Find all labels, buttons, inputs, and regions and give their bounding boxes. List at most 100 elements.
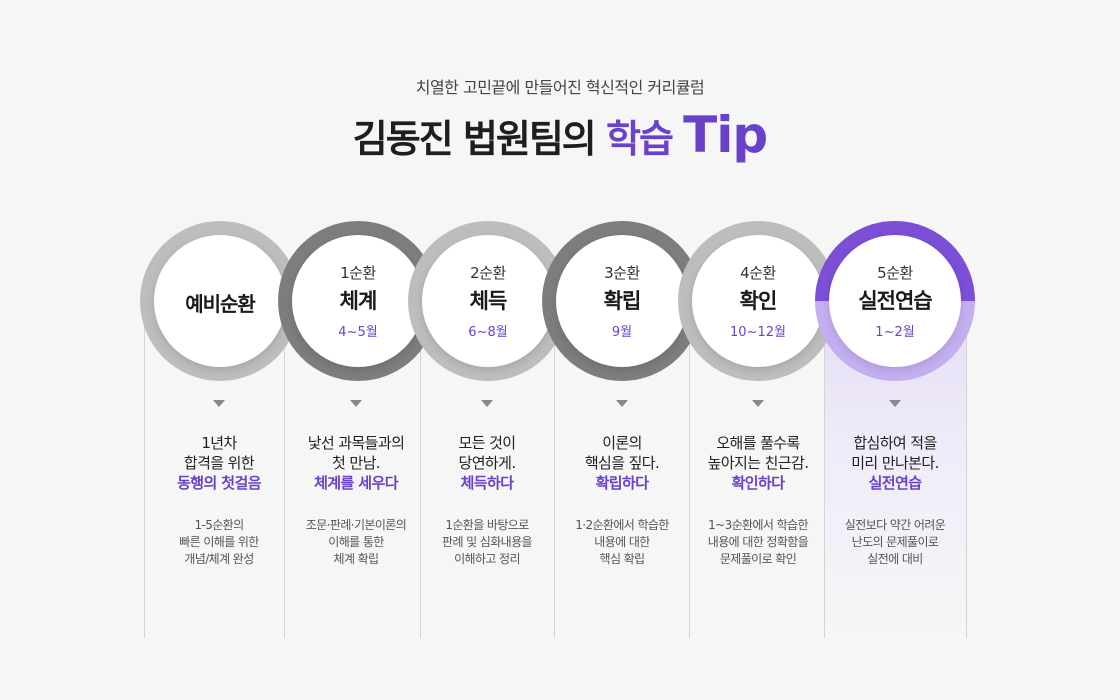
description-line: 판례 및 심화내용을 <box>442 535 533 549</box>
description-line: 이해를 통한 <box>328 535 384 549</box>
stage-name: 체득 <box>469 289 508 313</box>
column-divider <box>554 300 555 638</box>
stage-description: 1~3순환에서 학습한 내용에 대한 정확함을 문제풀이로 확인 <box>690 517 826 568</box>
stage-months: 6~8월 <box>468 325 508 340</box>
round-label: 3순환 <box>604 264 640 282</box>
column-divider <box>966 300 967 638</box>
description-line: 조문·판례·기본이론의 <box>305 518 407 532</box>
heading-line: 이론의 <box>602 434 642 452</box>
column-divider <box>824 300 825 638</box>
description-line: 이해하고 정리 <box>454 552 520 566</box>
heading-emphasis: 체득하다 <box>460 474 514 492</box>
heading-emphasis: 확인하다 <box>731 474 785 492</box>
stage-months: 1~2월 <box>875 325 915 340</box>
description-line: 1~3순환에서 학습한 <box>708 518 808 532</box>
description-line: 빠른 이해를 위한 <box>179 535 259 549</box>
stage-ring-4: 4순환 확인 10~12월 <box>678 221 838 381</box>
stage-name: 예비순환 <box>185 291 256 316</box>
heading-emphasis: 동행의 첫걸음 <box>177 474 261 492</box>
stage-ring-prep: 예비순환 <box>140 221 300 381</box>
stage-column-1: 낯선 과목들과의 첫 만남. 체계를 세우다 조문·판례·기본이론의 이해를 통… <box>288 400 424 568</box>
heading-line: 당연하게. <box>458 454 517 472</box>
stage-description: 조문·판례·기본이론의 이해를 통한 체계 확립 <box>288 517 424 568</box>
arrow-down-icon <box>350 400 362 407</box>
heading-emphasis: 실전연습 <box>868 474 922 492</box>
stage-circle: 예비순환 <box>154 235 286 367</box>
heading-line: 첫 만남. <box>332 454 381 472</box>
arrow-down-icon <box>616 400 628 407</box>
stage-ring-1: 1순환 체계 4~5월 <box>278 221 438 381</box>
stage-column-prep: 1년차 합격을 위한 동행의 첫걸음 1-5순환의 빠른 이해를 위한 개념/체… <box>151 400 287 568</box>
stage-circle: 3순환 확립 9월 <box>556 235 688 367</box>
round-label: 2순환 <box>470 264 506 282</box>
description-line: 실전보다 약간 어려운 <box>844 518 946 532</box>
heading-emphasis: 확립하다 <box>595 474 649 492</box>
arrow-down-icon <box>752 400 764 407</box>
arrow-down-icon <box>889 400 901 407</box>
stage-circle: 5순환 실전연습 1~2월 <box>829 235 961 367</box>
description-line: 난도의 문제풀이로 <box>851 535 939 549</box>
stage-circle: 2순환 체득 6~8월 <box>422 235 554 367</box>
stage-heading: 낯선 과목들과의 첫 만남. 체계를 세우다 <box>288 433 424 493</box>
stage-description: 1순환을 바탕으로 판례 및 심화내용을 이해하고 정리 <box>419 517 555 568</box>
stage-heading: 합심하여 적을 미리 만나본다. 실전연습 <box>827 433 963 493</box>
heading-line: 핵심을 짚다. <box>584 454 660 472</box>
page-header: 치열한 고민끝에 만들어진 혁신적인 커리큘럼 김동진 법원팀의 학습 Tip <box>0 74 1120 164</box>
stage-circle: 4순환 확인 10~12월 <box>692 235 824 367</box>
stage-months: 10~12월 <box>730 325 786 340</box>
stage-heading: 모든 것이 당연하게. 체득하다 <box>419 433 555 493</box>
round-label: 4순환 <box>740 264 776 282</box>
round-label: 1순환 <box>340 264 376 282</box>
description-line: 체계 확립 <box>333 552 380 566</box>
stage-column-4: 오해를 풀수록 높아지는 친근감. 확인하다 1~3순환에서 학습한 내용에 대… <box>690 400 826 568</box>
description-line: 내용에 대한 <box>594 535 650 549</box>
stage-heading: 1년차 합격을 위한 동행의 첫걸음 <box>151 433 287 493</box>
stage-column-3: 이론의 핵심을 짚다. 확립하다 1·2순환에서 학습한 내용에 대한 핵심 확… <box>554 400 690 568</box>
stage-ring-5: 5순환 실전연습 1~2월 <box>815 221 975 381</box>
column-divider <box>420 300 421 638</box>
heading-line: 1년차 <box>201 434 237 452</box>
stage-months: 9월 <box>611 325 633 340</box>
page-title: 김동진 법원팀의 학습 Tip <box>0 106 1120 164</box>
description-line: 1순환을 바탕으로 <box>445 518 529 532</box>
stage-column-5: 합심하여 적을 미리 만나본다. 실전연습 실전보다 약간 어려운 난도의 문제… <box>827 400 963 568</box>
round-label: 5순환 <box>877 264 913 282</box>
stage-name: 확립 <box>603 289 642 313</box>
stage-description: 실전보다 약간 어려운 난도의 문제풀이로 실전에 대비 <box>827 517 963 568</box>
heading-line: 높아지는 친근감. <box>707 454 809 472</box>
stage-name: 체계 <box>339 289 378 313</box>
description-line: 문제풀이로 확인 <box>719 552 797 566</box>
description-line: 1·2순환에서 학습한 <box>575 518 669 532</box>
heading-line: 미리 만나본다. <box>851 454 939 472</box>
description-line: 핵심 확립 <box>599 552 646 566</box>
title-tip: Tip <box>683 106 768 164</box>
title-accent: 학습 <box>605 117 674 161</box>
stage-description: 1-5순환의 빠른 이해를 위한 개념/체계 완성 <box>151 517 287 568</box>
heading-emphasis: 체계를 세우다 <box>314 474 398 492</box>
arrow-down-icon <box>481 400 493 407</box>
description-line: 내용에 대한 정확함을 <box>707 535 809 549</box>
stage-column-2: 모든 것이 당연하게. 체득하다 1순환을 바탕으로 판례 및 심화내용을 이해… <box>419 400 555 568</box>
stage-heading: 이론의 핵심을 짚다. 확립하다 <box>554 433 690 493</box>
arrow-down-icon <box>213 400 225 407</box>
stage-circle: 1순환 체계 4~5월 <box>292 235 424 367</box>
heading-line: 낯선 과목들과의 <box>307 434 405 452</box>
description-line: 1-5순환의 <box>194 518 244 532</box>
column-divider <box>144 300 145 638</box>
heading-line: 합심하여 적을 <box>853 434 937 452</box>
stage-name: 실전연습 <box>858 289 932 313</box>
heading-line: 합격을 위한 <box>183 454 255 472</box>
stage-ring-2: 2순환 체득 6~8월 <box>408 221 568 381</box>
stage-name: 확인 <box>739 289 778 313</box>
stage-months: 4~5월 <box>338 325 378 340</box>
description-line: 개념/체계 완성 <box>184 552 254 566</box>
column-divider <box>284 300 285 638</box>
page-subtitle: 치열한 고민끝에 만들어진 혁신적인 커리큘럼 <box>415 78 705 97</box>
heading-line: 모든 것이 <box>458 434 517 452</box>
column-divider <box>689 300 690 638</box>
stage-description: 1·2순환에서 학습한 내용에 대한 핵심 확립 <box>554 517 690 568</box>
heading-line: 오해를 풀수록 <box>716 434 800 452</box>
description-line: 실전에 대비 <box>867 552 923 566</box>
stage-ring-3: 3순환 확립 9월 <box>542 221 702 381</box>
title-main: 김동진 법원팀의 <box>352 117 606 161</box>
